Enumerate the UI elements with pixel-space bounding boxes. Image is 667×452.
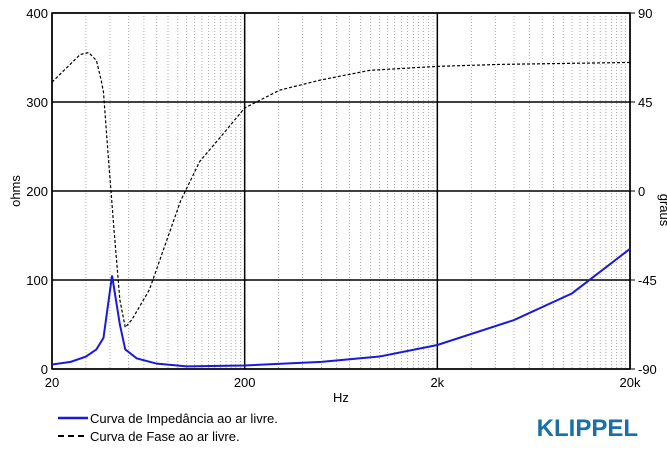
- x-axis-label: Hz: [333, 390, 349, 405]
- legend-label: Curva de Impedância ao ar livre.: [90, 411, 278, 426]
- series-line: [51, 248, 631, 368]
- y2-axis-label: graus: [657, 194, 667, 227]
- x-tick-label: 20k: [620, 375, 641, 390]
- y-axis-label: ohms: [8, 175, 23, 207]
- x-tick-label: 20: [45, 375, 59, 390]
- y2-tick-label: -45: [638, 273, 657, 288]
- x-tick-label: 200: [234, 375, 256, 390]
- legend-label: Curva de Fase ao ar livre.: [90, 429, 240, 444]
- y-tick-label: 300: [26, 95, 48, 110]
- series-line: [51, 51, 631, 329]
- y2-tick-label: 0: [638, 184, 645, 199]
- logo: KLIPPEL: [537, 415, 638, 442]
- y-tick-label: 400: [26, 6, 48, 21]
- y2-tick-label: -90: [638, 362, 657, 377]
- x-tick-label: 2k: [430, 375, 444, 390]
- plot-frame: [51, 12, 631, 370]
- y2-tick-label: 45: [638, 95, 652, 110]
- y-tick-label: 200: [26, 184, 48, 199]
- y2-tick-label: 90: [638, 6, 652, 21]
- y-tick-label: 100: [26, 273, 48, 288]
- y-tick-label: 0: [41, 362, 48, 377]
